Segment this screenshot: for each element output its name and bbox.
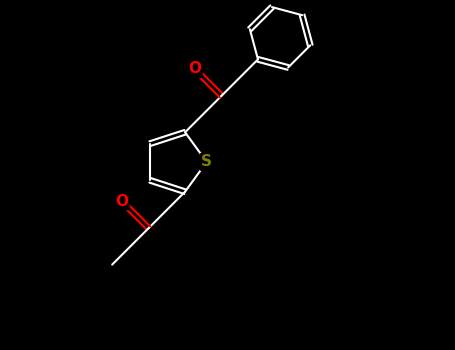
- Text: O: O: [115, 194, 128, 209]
- Text: O: O: [188, 62, 201, 76]
- Text: S: S: [201, 154, 212, 169]
